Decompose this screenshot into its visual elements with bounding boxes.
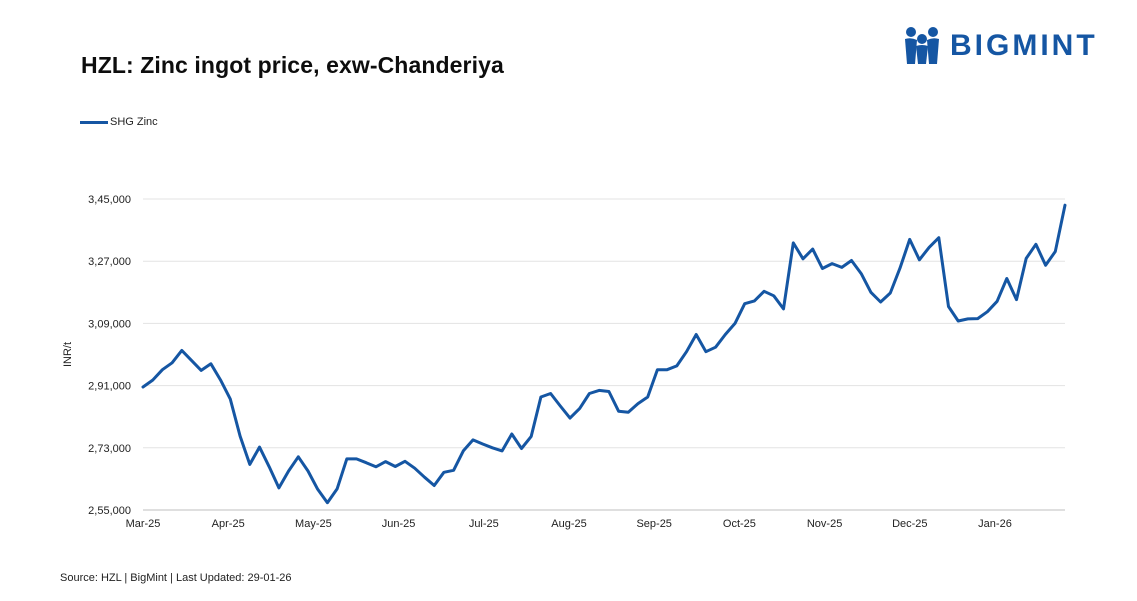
x-tick-label: Jul-25 [469,518,499,530]
x-tick-label: Oct-25 [723,518,756,530]
x-tick-label: Dec-25 [892,518,927,530]
brand-name: BIGMINT [950,29,1098,62]
y-tick-label: 2,55,000 [88,505,131,517]
source-note: Source: HZL | BigMint | Last Updated: 29… [60,572,292,584]
x-tick-label: May-25 [295,518,332,530]
y-tick-label: 3,09,000 [88,318,131,330]
legend-label: SHG Zinc [110,116,158,128]
legend-swatch [80,120,108,124]
x-tick-label: Sep-25 [636,518,671,530]
chart-title: HZL: Zinc ingot price, exw-Chanderiya [81,52,504,78]
x-tick-label: Apr-25 [212,518,245,530]
legend: SHG Zinc [80,116,158,128]
series-line-shg-zinc [141,203,1067,505]
x-tick-label: Jan-26 [978,518,1012,530]
y-tick-label: 3,27,000 [88,256,131,268]
bigmint-logo: BIGMINT [903,24,1098,68]
x-tick-label: Aug-25 [551,518,586,530]
y-tick-label: 2,73,000 [88,443,131,455]
x-tick-label: Mar-25 [126,518,161,530]
y-axis-label: INR/t [62,342,74,367]
bigmint-people-icon [905,27,939,64]
y-tick-label: 2,91,000 [88,381,131,393]
x-tick-label: Jun-25 [382,518,416,530]
x-tick-label: Nov-25 [807,518,842,530]
y-tick-label: 3,45,000 [88,194,131,206]
